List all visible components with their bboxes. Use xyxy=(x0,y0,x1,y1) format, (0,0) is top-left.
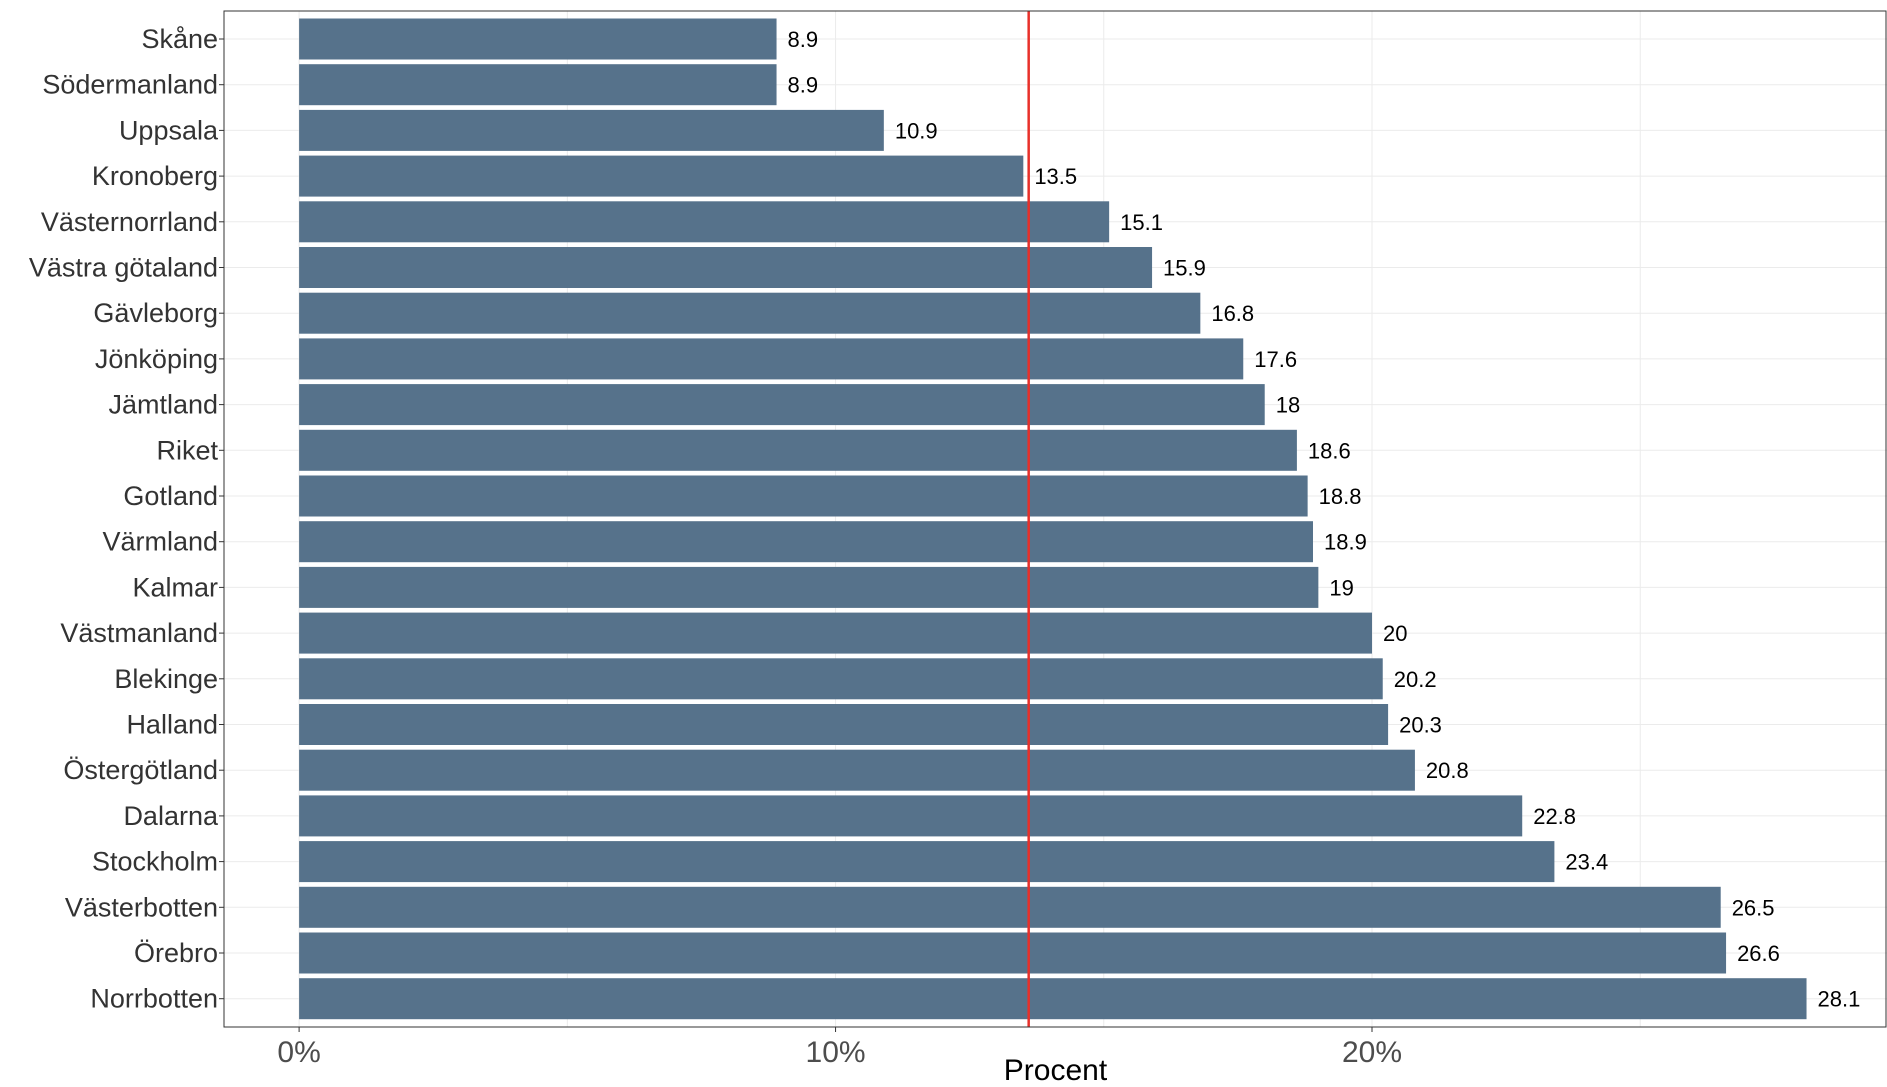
value-label: 16.8 xyxy=(1211,301,1254,326)
category-label: Västmanland xyxy=(60,618,218,648)
value-label: 15.1 xyxy=(1120,210,1163,235)
bar xyxy=(299,749,1415,791)
value-label: 20.3 xyxy=(1399,713,1442,738)
value-label: 19 xyxy=(1329,575,1353,600)
panel-border xyxy=(223,10,1887,1028)
category-label: Västernorrland xyxy=(41,207,218,237)
bar xyxy=(299,475,1308,517)
bar xyxy=(299,109,884,151)
category-label: Skåne xyxy=(141,24,218,54)
category-label: Norrbotten xyxy=(90,984,218,1014)
value-label: 13.5 xyxy=(1034,164,1077,189)
bar xyxy=(299,521,1313,563)
bar xyxy=(299,612,1373,654)
x-tick-label: 0% xyxy=(277,1036,320,1069)
value-label: 20 xyxy=(1383,621,1407,646)
category-label: Södermanland xyxy=(42,70,218,100)
value-label: 17.6 xyxy=(1254,347,1297,372)
value-label: 26.6 xyxy=(1737,941,1780,966)
value-label: 20.2 xyxy=(1394,667,1437,692)
category-label: Jämtland xyxy=(108,390,218,420)
value-label: 18 xyxy=(1276,393,1300,418)
category-label: Jönköping xyxy=(95,344,218,374)
value-label: 22.8 xyxy=(1533,804,1576,829)
value-label: 18.9 xyxy=(1324,530,1367,555)
category-label: Uppsala xyxy=(119,115,219,145)
value-label: 18.8 xyxy=(1319,484,1362,509)
value-label: 8.9 xyxy=(788,27,819,52)
x-tick-label: 10% xyxy=(806,1036,866,1069)
bar xyxy=(299,384,1265,426)
category-label: Kalmar xyxy=(132,572,218,602)
category-label: Gotland xyxy=(123,481,218,511)
x-axis-ticks: 0% 10% 20% xyxy=(277,1027,1402,1069)
category-label: Stockholm xyxy=(92,847,218,877)
category-label: Värmland xyxy=(102,527,218,557)
bar xyxy=(299,292,1201,334)
value-label: 8.9 xyxy=(788,73,819,98)
x-axis-title: Procent xyxy=(1004,1054,1108,1087)
bar xyxy=(299,566,1319,608)
value-label: 18.6 xyxy=(1308,438,1351,463)
bar xyxy=(299,841,1555,883)
value-label: 20.8 xyxy=(1426,758,1469,783)
value-label: 23.4 xyxy=(1565,850,1608,875)
bar xyxy=(299,155,1024,197)
category-label: Gävleborg xyxy=(93,298,218,328)
bar xyxy=(299,704,1389,745)
category-label: Örebro xyxy=(134,938,218,968)
bar xyxy=(299,658,1383,700)
category-label: Halland xyxy=(126,710,218,740)
bar xyxy=(299,18,777,60)
bar xyxy=(299,429,1297,471)
value-labels: 8.9 8.9 10.9 13.5 15.115.916.817.6 18 18.6 18.8… xyxy=(788,27,1861,1012)
category-label: Västra götaland xyxy=(29,253,218,283)
bar xyxy=(299,795,1523,837)
bar xyxy=(299,886,1721,928)
category-label: Riket xyxy=(156,435,218,465)
category-label: Kronoberg xyxy=(92,161,218,191)
bars xyxy=(299,18,1807,1020)
bar xyxy=(299,247,1153,288)
category-labels: Skåne Södermanland Uppsala Kronoberg Västern… xyxy=(29,24,224,1014)
category-label: Dalarna xyxy=(123,801,219,831)
value-label: 26.5 xyxy=(1732,895,1775,920)
category-label: Blekinge xyxy=(114,664,218,694)
bar xyxy=(299,932,1727,974)
bar xyxy=(299,201,1110,243)
category-label: Östergötland xyxy=(63,755,218,785)
value-label: 10.9 xyxy=(895,118,938,143)
bar xyxy=(299,64,777,106)
x-tick-label: 20% xyxy=(1342,1036,1402,1069)
value-label: 28.1 xyxy=(1818,987,1861,1012)
category-label: Västerbotten xyxy=(65,892,218,922)
bar xyxy=(299,338,1244,380)
value-label: 15.9 xyxy=(1163,256,1206,281)
bar xyxy=(299,978,1807,1020)
